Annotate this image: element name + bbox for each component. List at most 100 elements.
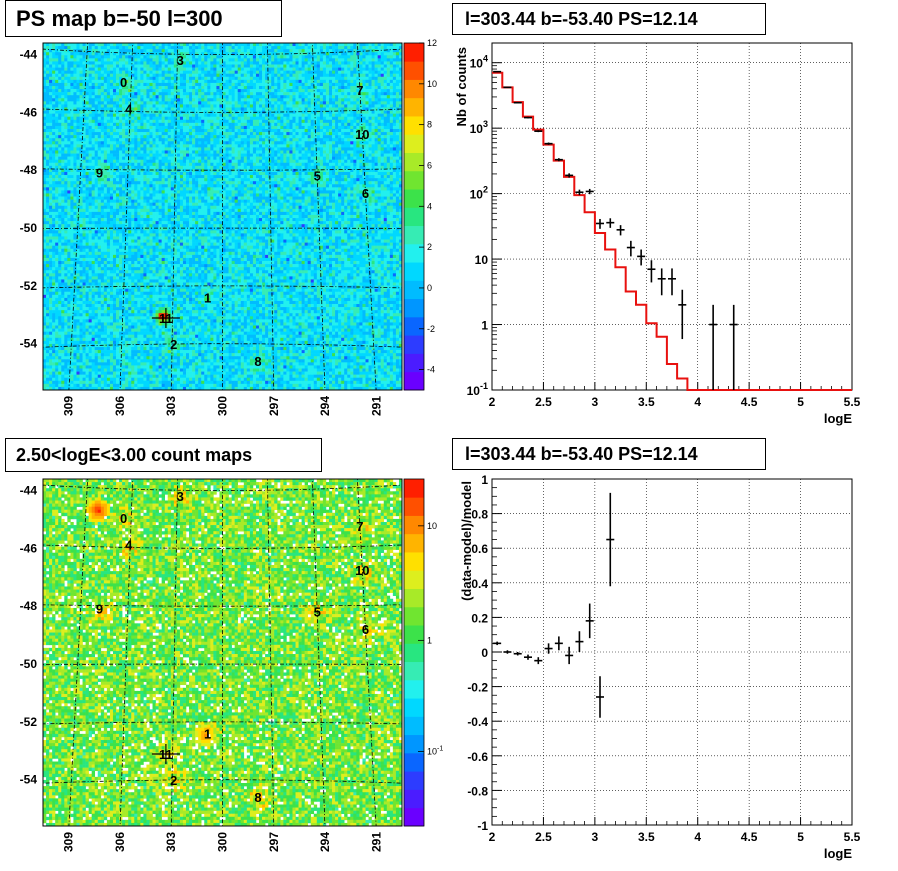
map1-title: PS map b=-50 l=300 [5, 0, 282, 37]
coordinate-grid [43, 479, 402, 826]
heatmap-cells [43, 479, 402, 826]
plot-frame [42, 478, 403, 827]
colorbar-swatch [404, 515, 424, 535]
y-tick-label: 102 [470, 185, 488, 202]
colorbar-tick-label: 2 [427, 242, 432, 252]
colorbar-swatch [404, 570, 424, 589]
source-label: 7 [356, 83, 363, 98]
y-tick-label: -54 [20, 773, 38, 787]
colorbar-swatch [404, 116, 424, 135]
y-tick-label: 0.2 [471, 611, 488, 625]
residual-title: l=303.44 b=-53.40 PS=12.14 [452, 438, 766, 470]
y-tick-label: -0.2 [467, 681, 488, 695]
x-tick-label: 5.5 [844, 395, 861, 409]
x-axis-label: logE [824, 411, 852, 426]
y-axis-label: (data-model)/model [459, 481, 474, 601]
colorbar-tick-label: 8 [427, 120, 432, 130]
x-axis-label: logE [824, 846, 852, 861]
colorbar-tick-label: 12 [427, 38, 437, 48]
x-tick-label: 5 [797, 830, 804, 844]
source-label: 5 [314, 605, 321, 620]
x-tick-label: 297 [267, 396, 281, 416]
colorbar-swatch [404, 189, 424, 208]
heatmap-cells [43, 43, 402, 390]
x-tick-label: 294 [318, 396, 332, 416]
colorbar-swatch [404, 298, 424, 318]
x-tick-label: 300 [216, 396, 230, 416]
longitude-line [68, 43, 89, 390]
colorbar-swatch [404, 225, 424, 245]
longitude-line [356, 43, 377, 390]
longitude-line [119, 479, 134, 826]
y-tick-label: 1 [481, 473, 488, 487]
x-tick-label: 306 [113, 832, 127, 852]
colorbar-swatch [404, 643, 424, 663]
x-tick-label: 309 [62, 396, 76, 416]
x-tick-label: 2.5 [535, 830, 552, 844]
colorbar-swatch [404, 152, 424, 172]
colorbar-tick-label: 10 [427, 79, 437, 89]
source-label: 4 [125, 102, 133, 117]
x-tick-label: 2 [489, 395, 496, 409]
y-tick-label: -46 [20, 541, 38, 555]
colorbar-frame [403, 478, 425, 827]
colorbar: 12 10 8 6 4 2 0 -2 -4 [403, 38, 437, 391]
y-tick-label: -46 [20, 105, 38, 119]
x-tick-label: 3.5 [638, 830, 655, 844]
y-tick-label: 10 [475, 253, 489, 267]
source-label: 10 [355, 563, 369, 578]
x-tick-label: 5 [797, 395, 804, 409]
y-tick-label: -0.8 [467, 784, 488, 798]
y-tick-label: 0.6 [471, 542, 488, 556]
y-tick-label: -44 [20, 48, 38, 62]
colorbar-swatch [404, 207, 424, 227]
colorbar-swatch [404, 606, 424, 626]
x-tick-label: 306 [113, 396, 127, 416]
colorbar: 10 1 10-1 [403, 478, 443, 827]
colorbar-swatch [404, 734, 424, 754]
latitude-line [43, 108, 402, 113]
y-tick-label: -1 [477, 819, 488, 833]
x-tick-label: 4 [694, 395, 701, 409]
source-label: 8 [254, 354, 261, 369]
source-label: 5 [314, 169, 321, 184]
x-tick-label: 300 [216, 832, 230, 852]
colorbar-swatch [404, 771, 424, 790]
residual-plot: 2 2.5 3 3.5 4 4.5 5 5.5 -1 -0.8 -0.6 -0.4 -0.2 0 0.2 0.… [459, 473, 861, 861]
longitude-line [356, 479, 377, 826]
longitude-line [119, 43, 134, 390]
source-label: 11 [159, 747, 173, 762]
y-tick-label: -48 [20, 163, 38, 177]
colorbar-swatch [404, 170, 424, 190]
colorbar-swatch [404, 479, 424, 498]
source-label: 10 [355, 127, 369, 142]
y-tick-label: 103 [470, 119, 488, 136]
colorbar-swatch [404, 280, 424, 300]
colorbar-tick-label: 4 [427, 201, 432, 211]
y-tick-label: -54 [20, 337, 38, 351]
model-histogram [492, 71, 852, 391]
colorbar-swatch [404, 262, 424, 281]
y-tick-label: -52 [20, 715, 38, 729]
source-label: 0 [120, 511, 127, 526]
source-label: 2 [170, 337, 177, 352]
source-label: 7 [356, 519, 363, 534]
coordinate-grid [43, 43, 402, 390]
x-tick-label: 4.5 [741, 395, 758, 409]
colorbar-swatch [404, 807, 424, 827]
colorbar-swatch [404, 588, 424, 608]
x-tick-label: 5.5 [844, 830, 861, 844]
latitude-line [43, 604, 402, 607]
colorbar-tick-label: 1 [427, 635, 432, 645]
source-label: 4 [125, 538, 133, 553]
y-tick-label: 0.4 [471, 577, 488, 591]
colorbar-swatch [404, 134, 424, 153]
x-tick-label: 291 [369, 832, 383, 852]
y-tick-label: -50 [20, 221, 38, 235]
x-tick-label: 2.5 [535, 395, 552, 409]
y-tick-label: 0 [481, 646, 488, 660]
source-label: 3 [177, 489, 184, 504]
y-tick-label: 0.8 [471, 508, 488, 522]
